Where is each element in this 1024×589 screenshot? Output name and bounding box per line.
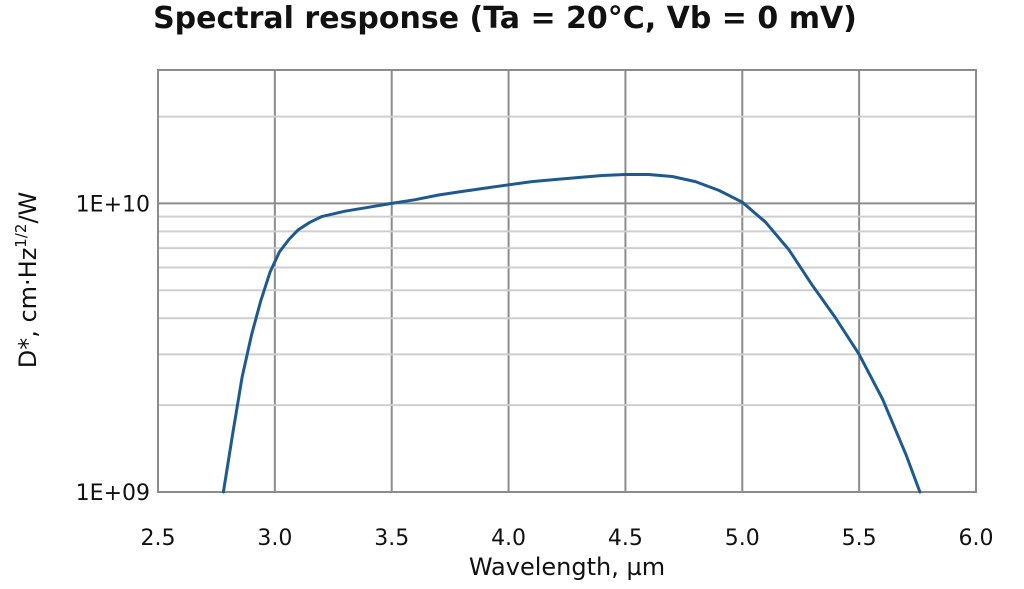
chart-title: Spectral response (Ta = 20°C, Vb = 0 mV): [153, 1, 857, 36]
y-axis-label: D*, cm·Hz1/2/W: [12, 192, 42, 369]
y-tick-label: 1E+10: [76, 192, 150, 217]
x-axis-label: Wavelength, µm: [469, 553, 665, 581]
y-tick-labels: 1E+09 1E+10: [76, 192, 150, 506]
y-axis-label-sup: 1/2: [12, 224, 30, 248]
plot-frame: [157, 69, 977, 493]
series-line: [221, 173, 922, 494]
x-tick-label: 5.5: [842, 526, 877, 551]
x-tick-label: 4.5: [608, 526, 643, 551]
x-tick-label: 3.5: [374, 526, 409, 551]
x-tick-label: 2.5: [141, 526, 176, 551]
y-tick-label: 1E+09: [76, 481, 150, 506]
y-axis-label-main: D*, cm·Hz: [14, 248, 42, 369]
x-tick-label: 3.0: [257, 526, 292, 551]
x-tick-label: 5.0: [725, 526, 760, 551]
y-axis-label-tail: /W: [14, 192, 42, 224]
x-tick-label: 4.0: [491, 526, 526, 551]
x-tick-label: 6.0: [959, 526, 994, 551]
x-tick-labels: 2.5 3.0 3.5 4.0 4.5 5.0 5.5 6.0: [141, 526, 994, 551]
gridlines: [158, 70, 976, 492]
